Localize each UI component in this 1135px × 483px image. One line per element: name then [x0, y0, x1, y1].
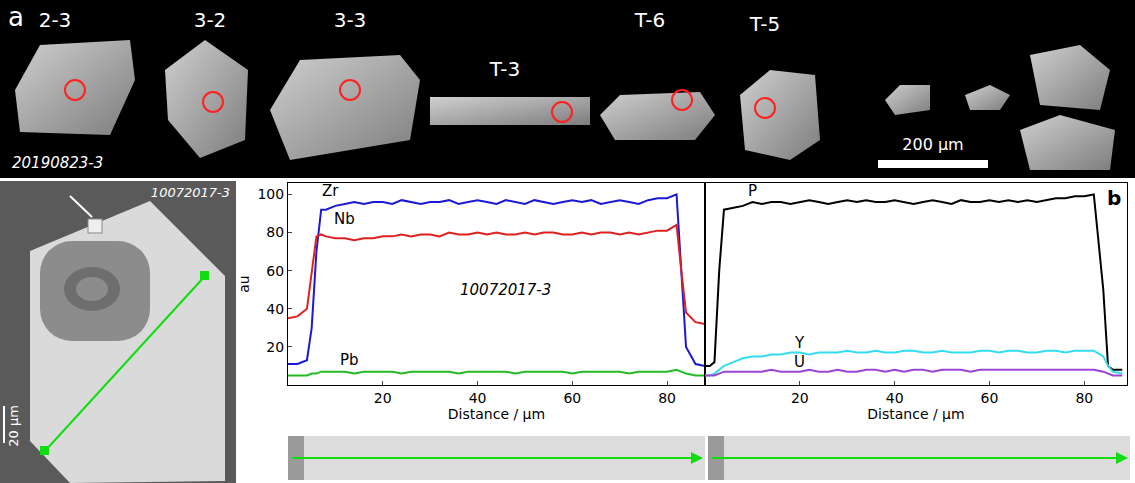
- svg-text:T-3: T-3: [489, 57, 520, 81]
- svg-text:Y: Y: [794, 334, 805, 352]
- svg-text:Distance / μm: Distance / μm: [448, 406, 545, 422]
- svg-text:Nb: Nb: [334, 210, 355, 228]
- svg-text:b: b: [1107, 186, 1121, 210]
- svg-text:Pb: Pb: [340, 351, 359, 369]
- svg-text:a: a: [8, 2, 24, 32]
- svg-text:20: 20: [791, 390, 809, 406]
- svg-text:T-6: T-6: [634, 8, 665, 32]
- svg-text:60: 60: [563, 390, 581, 406]
- svg-text:20190823-3: 20190823-3: [12, 154, 103, 172]
- svg-text:3-2: 3-2: [194, 8, 227, 32]
- svg-text:2-3: 2-3: [39, 8, 72, 32]
- svg-text:40: 40: [266, 301, 284, 317]
- svg-text:3-3: 3-3: [334, 8, 367, 32]
- svg-text:P: P: [748, 182, 757, 200]
- svg-text:U: U: [794, 353, 805, 371]
- svg-text:20 μm: 20 μm: [6, 405, 21, 447]
- svg-text:T-5: T-5: [749, 12, 780, 36]
- svg-text:Zr: Zr: [322, 182, 339, 200]
- svg-text:80: 80: [1075, 390, 1093, 406]
- svg-text:60: 60: [981, 390, 999, 406]
- svg-text:20: 20: [266, 339, 284, 355]
- svg-text:200 μm: 200 μm: [902, 135, 963, 154]
- svg-text:au: au: [236, 275, 252, 292]
- svg-text:Distance / μm: Distance / μm: [867, 406, 964, 422]
- svg-text:10072017-3: 10072017-3: [151, 185, 230, 200]
- svg-text:80: 80: [658, 390, 676, 406]
- svg-text:40: 40: [469, 390, 487, 406]
- svg-text:40: 40: [886, 390, 904, 406]
- svg-text:20: 20: [374, 390, 392, 406]
- svg-text:80: 80: [266, 224, 284, 240]
- svg-text:60: 60: [266, 263, 284, 279]
- svg-text:10072017-3: 10072017-3: [460, 281, 551, 299]
- svg-text:100: 100: [257, 186, 284, 202]
